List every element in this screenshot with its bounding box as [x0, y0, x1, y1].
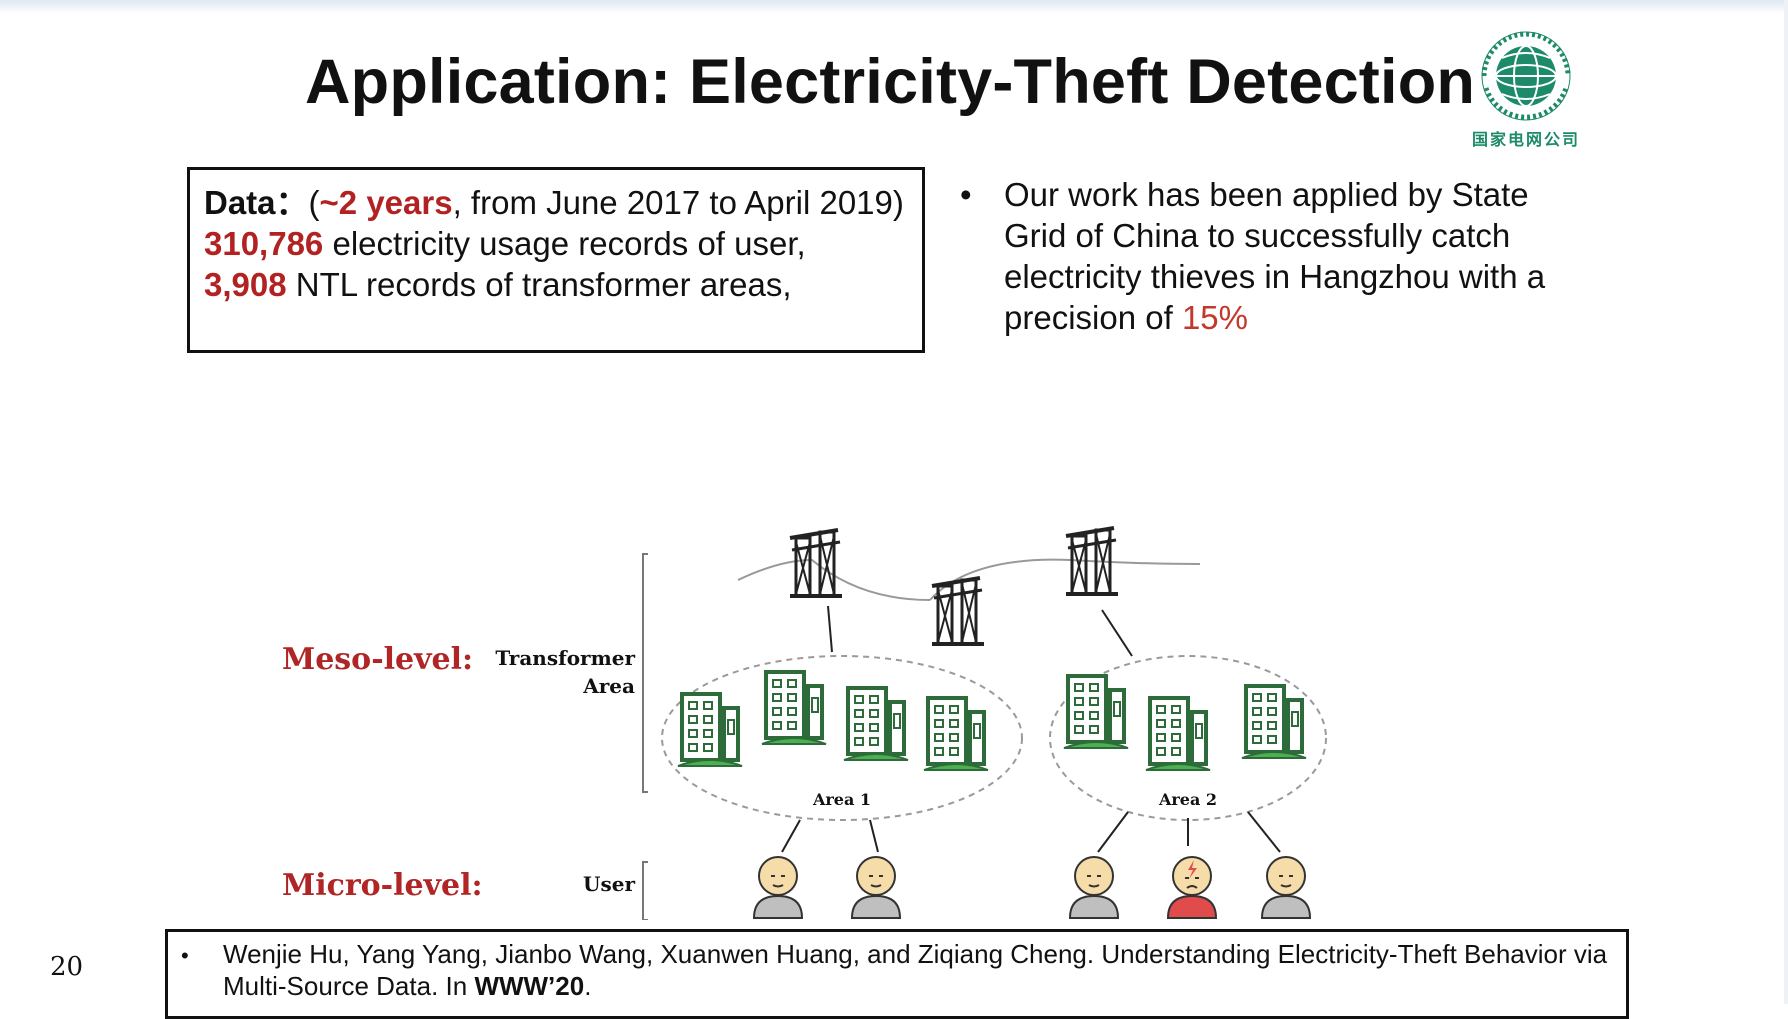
user-label: User	[583, 872, 635, 896]
building-icon	[676, 692, 744, 768]
user-count: 310,786	[204, 225, 324, 262]
power-line-left	[737, 558, 931, 601]
building-icon	[760, 670, 828, 746]
building-icon	[1062, 674, 1130, 750]
hierarchy-diagram: Area 1 Area 2	[642, 526, 1327, 920]
reference-bullet: •	[181, 943, 189, 968]
page-number: 20	[50, 952, 84, 982]
user-records-line: 310,786 electricity usage records of use…	[204, 223, 908, 264]
bullet-text: Our work has been applied by State Grid …	[1004, 176, 1546, 336]
area-2-boundary	[1049, 655, 1327, 821]
span-highlight: ~2 years	[319, 184, 453, 221]
top-gradient-bar	[0, 0, 1788, 14]
electricity-thief-user-icon	[1166, 856, 1218, 919]
logo-chinese-label: 国家电网公司	[1471, 130, 1580, 149]
transformer-label-line1: Transformer	[495, 646, 635, 670]
ntl-count: 3,908	[204, 266, 287, 303]
user-text: electricity usage records of user,	[323, 225, 806, 262]
building-icon	[1240, 684, 1308, 760]
reference-end: .	[584, 971, 592, 1001]
user-icon	[1261, 856, 1311, 919]
slide-title: Application: Electricity-Theft Detection	[304, 47, 1476, 117]
data-span-line: Data：(~2 years, from June 2017 to April …	[204, 182, 908, 223]
span-rest: , from June 2017 to April 2019)	[452, 184, 904, 221]
bullet-marker: •	[960, 176, 972, 213]
right-edge-strip	[1784, 0, 1788, 1004]
transmission-tower-icon	[930, 576, 986, 646]
user-icon	[1069, 856, 1119, 919]
precision-highlight: 15%	[1181, 299, 1248, 336]
ntl-text: NTL records of transformer areas,	[286, 266, 792, 303]
building-icon	[1144, 696, 1212, 772]
transformer-label: Transformer Area	[470, 646, 635, 698]
building-icon	[842, 686, 910, 762]
transformer-label-line2: Area	[583, 674, 635, 698]
data-label: Data	[204, 184, 276, 221]
meso-level-label: Meso-level:	[282, 642, 474, 677]
ntl-records-line: 3,908 NTL records of transformer areas,	[204, 264, 908, 305]
user-icon	[753, 856, 803, 919]
building-icon	[922, 696, 990, 772]
area-2-label: Area 2	[1158, 790, 1217, 809]
micro-level-label: Micro-level:	[282, 868, 483, 903]
state-grid-logo	[1481, 31, 1571, 121]
data-summary-box: Data：(~2 years, from June 2017 to April …	[187, 167, 925, 353]
open-paren: (	[308, 184, 320, 221]
user-icon	[851, 856, 901, 919]
area-1-boundary	[661, 655, 1023, 821]
reference-box: • Wenjie Hu, Yang Yang, Jianbo Wang, Xua…	[165, 929, 1629, 1019]
reference-text: Wenjie Hu, Yang Yang, Jianbo Wang, Xuanw…	[223, 939, 1608, 1001]
data-label-separator: ：	[275, 184, 309, 221]
bullet-text-block: Our work has been applied by State Grid …	[1004, 174, 1584, 338]
reference-text-block: Wenjie Hu, Yang Yang, Jianbo Wang, Xuanw…	[223, 938, 1613, 1002]
area-1-label: Area 1	[812, 790, 871, 809]
power-line-right	[929, 558, 1201, 601]
reference-venue: WWW’20	[474, 971, 585, 1001]
